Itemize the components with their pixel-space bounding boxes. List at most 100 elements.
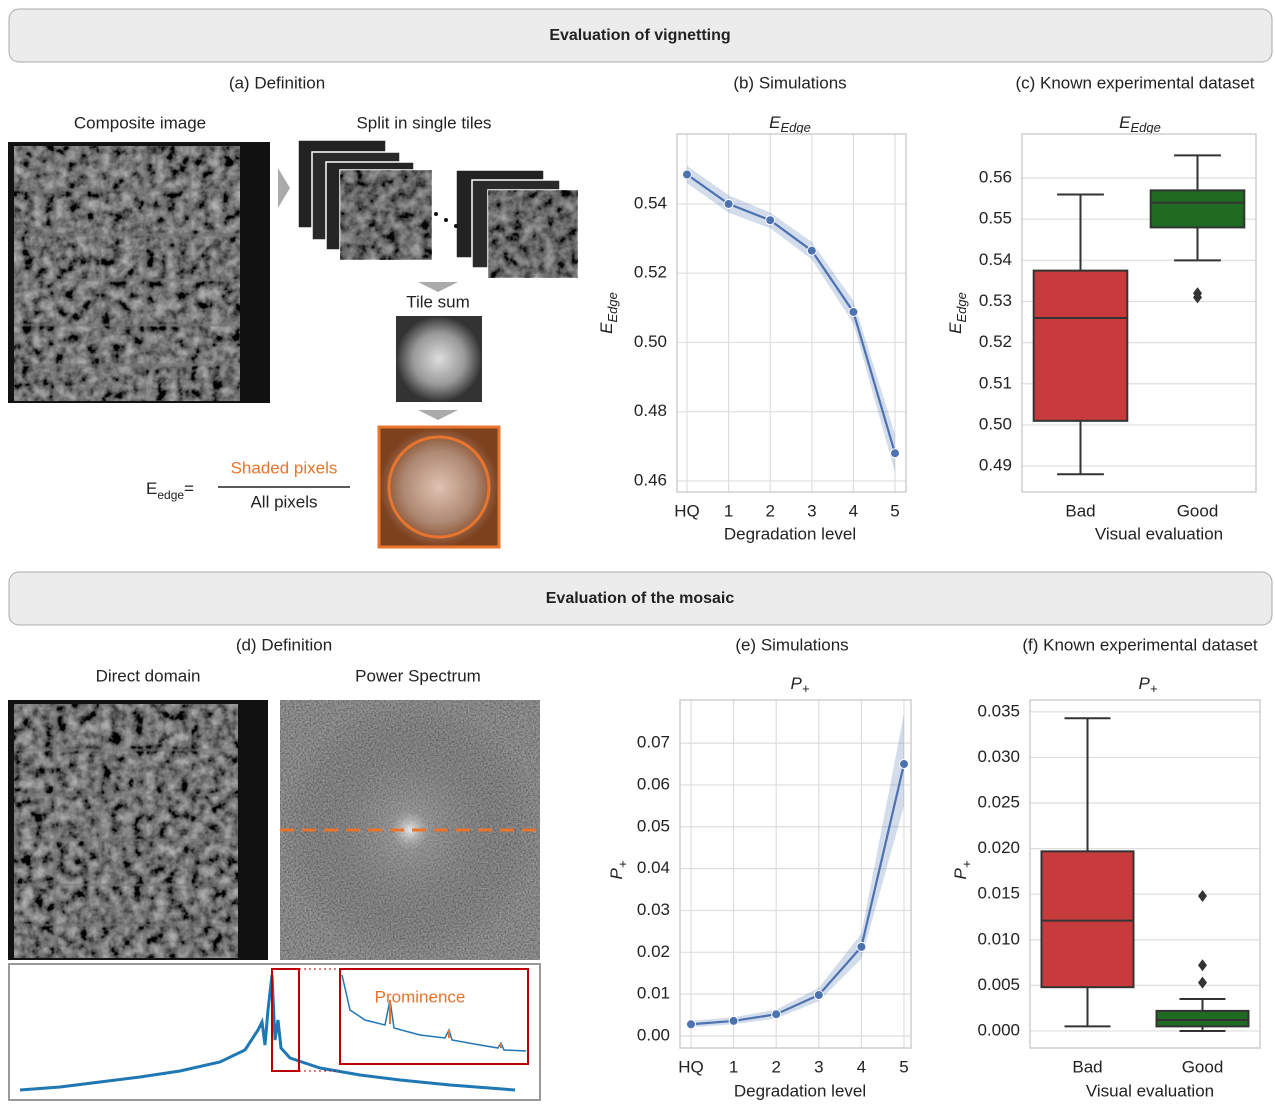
outlier <box>1198 890 1207 903</box>
point <box>806 245 817 256</box>
plot-frame <box>1029 699 1261 1049</box>
shaded-image <box>377 425 501 549</box>
image-label: Direct domain <box>96 666 201 685</box>
title-main: P <box>791 674 803 693</box>
y-tick-label: 0.53 <box>979 291 1012 310</box>
section-title: Evaluation of the mosaic <box>546 590 735 607</box>
x-tick-label: Good <box>1182 1057 1224 1076</box>
x-tick-label: 3 <box>807 501 816 520</box>
point <box>848 306 859 317</box>
x-tick-label: 4 <box>849 501 858 520</box>
x-tick-label: HQ <box>674 501 700 520</box>
ci-band <box>691 713 904 1028</box>
x-axis-label: Degradation level <box>734 1081 866 1100</box>
y-tick-label: 0.49 <box>979 456 1012 475</box>
x-axis-label: Degradation level <box>724 524 856 543</box>
x-axis-label: Visual evaluation <box>1095 524 1223 543</box>
composite-image <box>8 142 270 403</box>
point <box>682 169 692 180</box>
y-tick-label: 0.54 <box>979 250 1012 269</box>
line <box>690 763 906 1026</box>
line <box>686 173 897 454</box>
x-tick-label: Bad <box>1065 501 1095 520</box>
formula-numerator: Shaded pixels <box>231 458 338 477</box>
plot-frame <box>1021 133 1257 493</box>
image-label: Composite image <box>74 113 206 132</box>
y-tick-label: 0.04 <box>637 858 670 877</box>
y-tick-label: 0.06 <box>637 774 670 793</box>
y-tick-label: 0.010 <box>977 929 1020 948</box>
y-axis-label: P+ <box>951 860 974 879</box>
arrow <box>278 168 290 208</box>
x-tick-label: 4 <box>857 1057 866 1076</box>
y-tick-label: 0.50 <box>979 414 1012 433</box>
point <box>765 215 776 226</box>
ylabel-sub: Edge <box>605 292 620 322</box>
formula-lhs: Eedge= <box>146 479 194 502</box>
y-tick-label: 0.02 <box>637 942 670 961</box>
image-label: Power Spectrum <box>355 666 481 685</box>
point <box>723 198 734 209</box>
arrow <box>418 282 458 292</box>
x-tick-label: 2 <box>771 1057 780 1076</box>
annotation: Prominence <box>375 987 466 1006</box>
panel-caption: (d) Definition <box>236 635 332 654</box>
ellipsis <box>434 212 458 228</box>
point <box>890 448 900 459</box>
y-tick-label: 0.52 <box>634 263 667 282</box>
spectrum-image <box>280 700 540 960</box>
title-main: E <box>1119 113 1131 132</box>
ylabel-sub: + <box>959 860 974 868</box>
chart-title: P+ <box>1139 674 1158 696</box>
formula-denominator: All pixels <box>250 492 317 511</box>
y-tick-label: 0.035 <box>977 701 1020 720</box>
box <box>1149 189 1246 229</box>
x-tick-label: 5 <box>899 1057 908 1076</box>
y-tick-label: 0.54 <box>634 193 667 212</box>
y-tick-label: 0.03 <box>637 900 670 919</box>
header-bar <box>8 8 1273 63</box>
x-tick-label: 5 <box>890 501 899 520</box>
title-sub: + <box>802 681 810 696</box>
plot-frame <box>676 133 907 493</box>
x-tick-label: 1 <box>729 1057 738 1076</box>
box <box>1032 269 1129 422</box>
point <box>856 941 867 952</box>
box <box>1040 850 1135 989</box>
title-sub: Edge <box>1130 120 1160 135</box>
y-tick-label: 0.025 <box>977 793 1020 812</box>
panel-caption: (c) Known experimental dataset <box>1015 73 1254 92</box>
ylabel-main: E <box>597 322 616 334</box>
y-tick-label: 0.52 <box>979 332 1012 351</box>
x-tick-label: 3 <box>814 1057 823 1076</box>
y-tick-label: 0.030 <box>977 747 1020 766</box>
ylabel-main: P <box>951 867 970 879</box>
y-tick-label: 0.015 <box>977 884 1020 903</box>
y-tick-label: 0.020 <box>977 838 1020 857</box>
ylabel-main: P <box>607 867 626 879</box>
x-tick-label: 1 <box>724 501 733 520</box>
point <box>686 1019 696 1030</box>
y-axis-label: EEdge <box>946 292 969 334</box>
panel-caption: (b) Simulations <box>733 73 846 92</box>
chart-title: P+ <box>791 674 810 696</box>
y-tick-label: 0.51 <box>979 373 1012 392</box>
y-tick-label: 0.000 <box>977 1020 1020 1039</box>
y-axis-label: EEdge <box>597 292 620 334</box>
title-sub: Edge <box>780 120 810 135</box>
y-tick-label: 0.56 <box>979 168 1012 187</box>
panel-caption: (f) Known experimental dataset <box>1022 635 1258 654</box>
title-sub: + <box>1150 681 1158 696</box>
chart-title: EEdge <box>1119 113 1161 135</box>
title-main: P <box>1139 674 1151 693</box>
point <box>728 1015 739 1026</box>
image-label: Split in single tiles <box>356 113 491 132</box>
tile-sum-image <box>396 316 482 402</box>
y-axis-label: P+ <box>607 860 630 879</box>
point <box>899 759 909 770</box>
tiles-stack <box>297 139 579 279</box>
outlier <box>1198 959 1207 972</box>
panel-caption: (a) Definition <box>229 73 325 92</box>
ylabel-main: E <box>946 322 965 334</box>
